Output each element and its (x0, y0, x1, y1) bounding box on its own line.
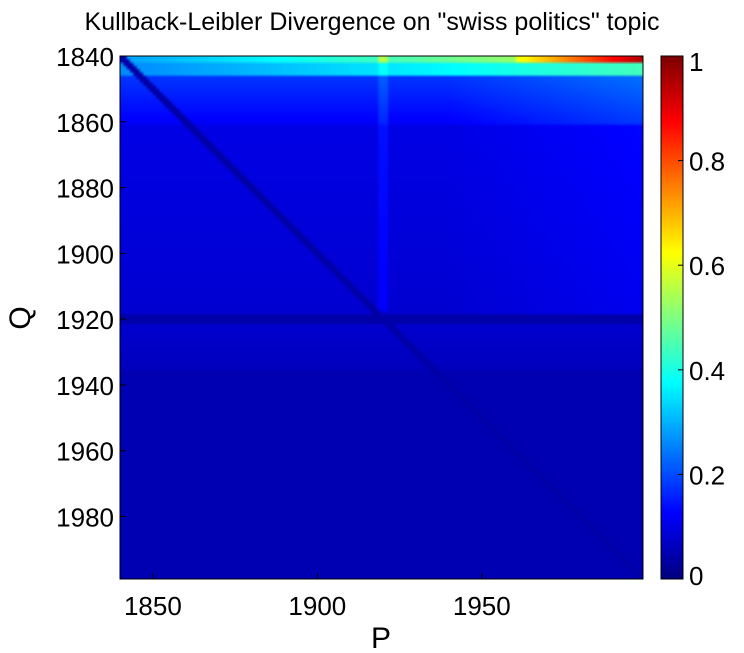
heatmap-area (119, 55, 644, 580)
y-tick-label: 1880 (56, 174, 114, 204)
y-tick-label: 1840 (56, 42, 114, 72)
x-tick-label: 1900 (288, 591, 346, 621)
colorbar-tick-label: 0.4 (689, 356, 725, 386)
y-tick-label: 1980 (56, 503, 114, 533)
y-tick-label: 1920 (56, 305, 114, 335)
heatmap-image (120, 56, 643, 579)
y-axis-ticks: 1840 1860 1880 1900 1920 1940 1960 1980 (56, 42, 126, 533)
y-tick-label: 1900 (56, 239, 114, 269)
colorbar-tick-label: 0.2 (689, 460, 725, 490)
y-tick-label: 1860 (56, 108, 114, 138)
x-tick-label: 1850 (124, 591, 182, 621)
chart-title: Kullback-Leibler Divergence on "swiss po… (85, 8, 660, 36)
colorbar-ticks: 0 0.2 0.4 0.6 0.8 1 (678, 47, 725, 591)
colorbar-tick-label: 0.8 (689, 147, 725, 177)
y-tick-label: 1960 (56, 437, 114, 467)
x-axis-label: P (371, 622, 391, 653)
colorbar-tick-label: 0.6 (689, 251, 725, 281)
plot-frame (119, 55, 644, 580)
x-axis-ticks: 1850 1900 1950 (124, 573, 511, 621)
colorbar-tick-label: 0 (689, 561, 703, 591)
colorbar: 0 0.2 0.4 0.6 0.8 1 (660, 47, 725, 591)
y-tick-label: 1940 (56, 371, 114, 401)
y-axis-label: Q (4, 306, 37, 329)
colorbar-frame (660, 55, 684, 580)
x-tick-label: 1950 (453, 591, 511, 621)
colorbar-tick-label: 1 (689, 47, 703, 77)
colorbar-gradient (661, 56, 683, 579)
